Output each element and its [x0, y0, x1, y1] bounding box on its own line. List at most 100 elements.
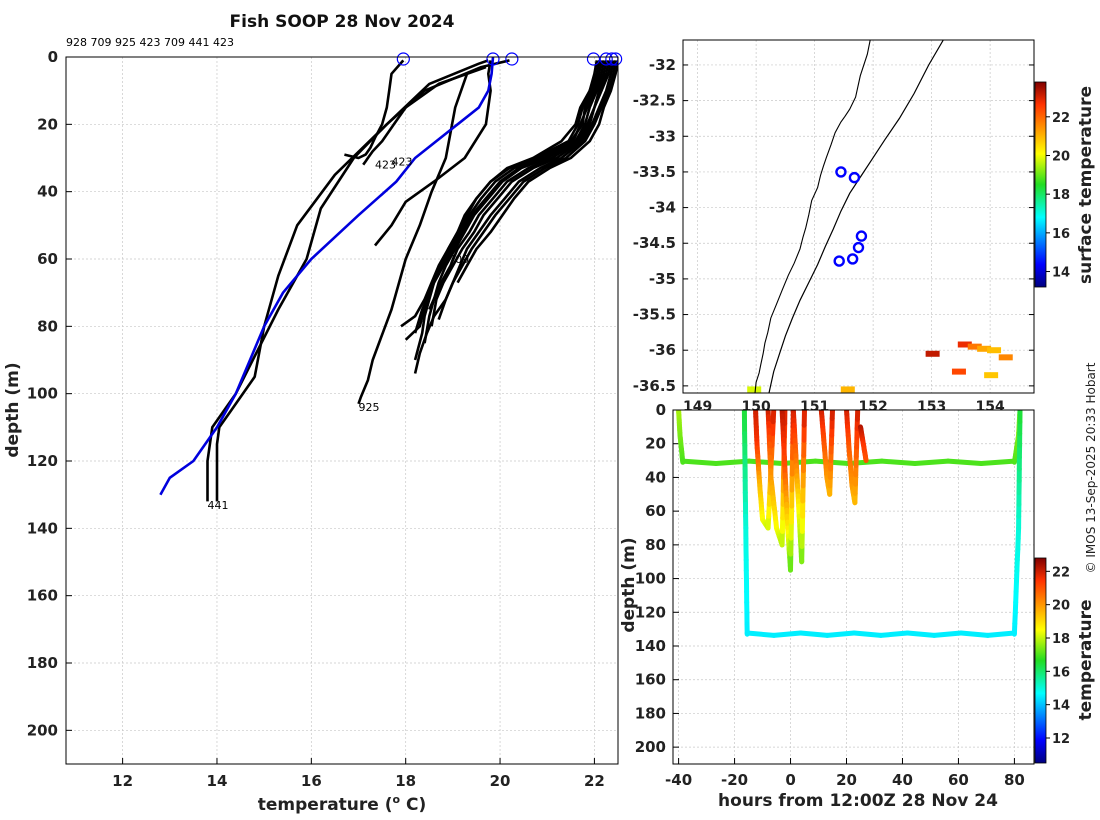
y-tick-label: 180 [27, 654, 58, 672]
x-tick-label: 18 [395, 772, 416, 790]
station-marker [852, 241, 865, 254]
surface-marker [599, 52, 613, 66]
x-tick-label: 20 [836, 771, 857, 789]
x-tick-label: 0 [785, 771, 795, 789]
y-tick-label: 80 [37, 317, 58, 335]
y-tick-label: 120 [635, 603, 666, 621]
station-marker [835, 166, 847, 178]
sst-patch [967, 343, 982, 350]
profile-x-ticks: 12 14 16 18 20 22 [112, 772, 605, 790]
y-tick-label: 140 [27, 519, 58, 537]
map-frame [682, 39, 1035, 394]
x-label-unit: C) [400, 795, 426, 815]
lat-tick-label: -35 [649, 270, 676, 288]
colorbar-tick-label: 20 [1052, 149, 1070, 164]
profile-line-warm-10 [400, 60, 601, 328]
x-tick-label: 22 [584, 772, 605, 790]
profile-line-warm-7 [413, 60, 615, 374]
sst-patch [977, 345, 992, 352]
track-deep-track [741, 410, 1023, 638]
profile-line-925 [357, 73, 469, 405]
surface-marker [609, 52, 623, 66]
profile-x-axis-label: temperature (o C) [258, 793, 427, 815]
sst-patch [984, 372, 999, 379]
sst-patch [747, 386, 762, 393]
y-tick-label: 40 [645, 468, 666, 486]
sst-patch [951, 368, 966, 375]
profile-y-axis-label: depth (m) [3, 362, 23, 457]
track-segment [879, 458, 918, 466]
track-dive-7 [858, 424, 869, 464]
track-segment [744, 630, 777, 638]
surface-marker [586, 52, 601, 66]
map-lat-ticks: -32 -32.5 -33 -33.5 -34 -34.5 -35 -35.5 -36 -36.5 [633, 56, 676, 395]
station-marker [855, 230, 868, 242]
track-dive-4 [790, 410, 807, 565]
section-frame [672, 409, 1035, 765]
y-tick-label: 80 [645, 536, 666, 554]
lat-tick-label: -32.5 [633, 92, 676, 110]
section-tracks [676, 410, 1023, 638]
profile-frame [65, 56, 619, 765]
colorbar-tick-label: 14 [1052, 699, 1070, 714]
map-contours [754, 40, 944, 393]
temperature-colorbar-ticks: 12 14 16 18 20 22 [1046, 565, 1070, 747]
track-segment [680, 458, 719, 466]
sst-patch [987, 347, 1002, 354]
y-tick-label: 20 [645, 435, 666, 453]
y-tick-label: 40 [37, 183, 58, 201]
y-tick-label: 160 [27, 587, 58, 605]
x-tick-label: 40 [892, 771, 913, 789]
surface-temp-colorbar-ticks: 14 16 18 20 22 [1046, 111, 1070, 281]
profile-line-warm-9 [456, 60, 618, 284]
y-tick-label: 60 [645, 502, 666, 520]
section-x-axis-label: hours from 12:00Z 28 Nov 24 [718, 791, 998, 811]
surface-marker [505, 52, 519, 66]
y-tick-label: 160 [635, 671, 666, 689]
x-tick-label: -40 [665, 771, 692, 789]
x-label-main: temperature ( [258, 795, 393, 815]
track-segment [798, 630, 830, 638]
track-segment [878, 630, 910, 638]
colorbar-tick-label: 18 [1052, 188, 1070, 203]
sst-patch [840, 386, 855, 393]
colorbar-tick-label: 20 [1052, 599, 1070, 614]
x-tick-label: 80 [1004, 771, 1025, 789]
track-segment [945, 458, 984, 466]
track-segment [824, 630, 857, 638]
profile-line-warm-2 [423, 60, 608, 344]
profile-annotation: 709 [448, 253, 469, 266]
chart-title: Fish SOOP 28 Nov 2024 [230, 12, 455, 32]
colorbar-tick-label: 22 [1052, 565, 1070, 580]
track-segment [905, 630, 937, 638]
y-tick-label: 20 [37, 115, 58, 133]
profile-line-441 [215, 59, 489, 502]
surface-markers [396, 52, 623, 66]
x-tick-label: -20 [721, 771, 748, 789]
x-tick-label: 16 [301, 772, 322, 790]
colorbar-tick-label: 16 [1052, 665, 1070, 680]
y-tick-label: 140 [635, 637, 666, 655]
shelf-edge-line [768, 40, 944, 393]
profile-line-423b [362, 65, 487, 166]
track-dive-2 [765, 410, 788, 548]
map-gridlines [683, 40, 1034, 393]
y-tick-label: 0 [48, 48, 58, 66]
profile-line-warm-6 [428, 60, 610, 311]
temperature-colorbar [1034, 557, 1047, 764]
x-tick-label: 14 [207, 772, 228, 790]
y-tick-label: 180 [635, 704, 666, 722]
surface-temp-colorbar-label: surface temperature [1076, 86, 1096, 284]
climatology-line [159, 57, 495, 496]
track-segment [746, 458, 785, 466]
track-dive-1 [753, 410, 777, 531]
profile-annotation: 441 [208, 499, 229, 512]
track-dive-6 [844, 410, 861, 506]
track-segment [958, 630, 991, 638]
track-segment [771, 630, 804, 638]
climatology-series [159, 57, 495, 496]
surface-marker [486, 52, 500, 66]
